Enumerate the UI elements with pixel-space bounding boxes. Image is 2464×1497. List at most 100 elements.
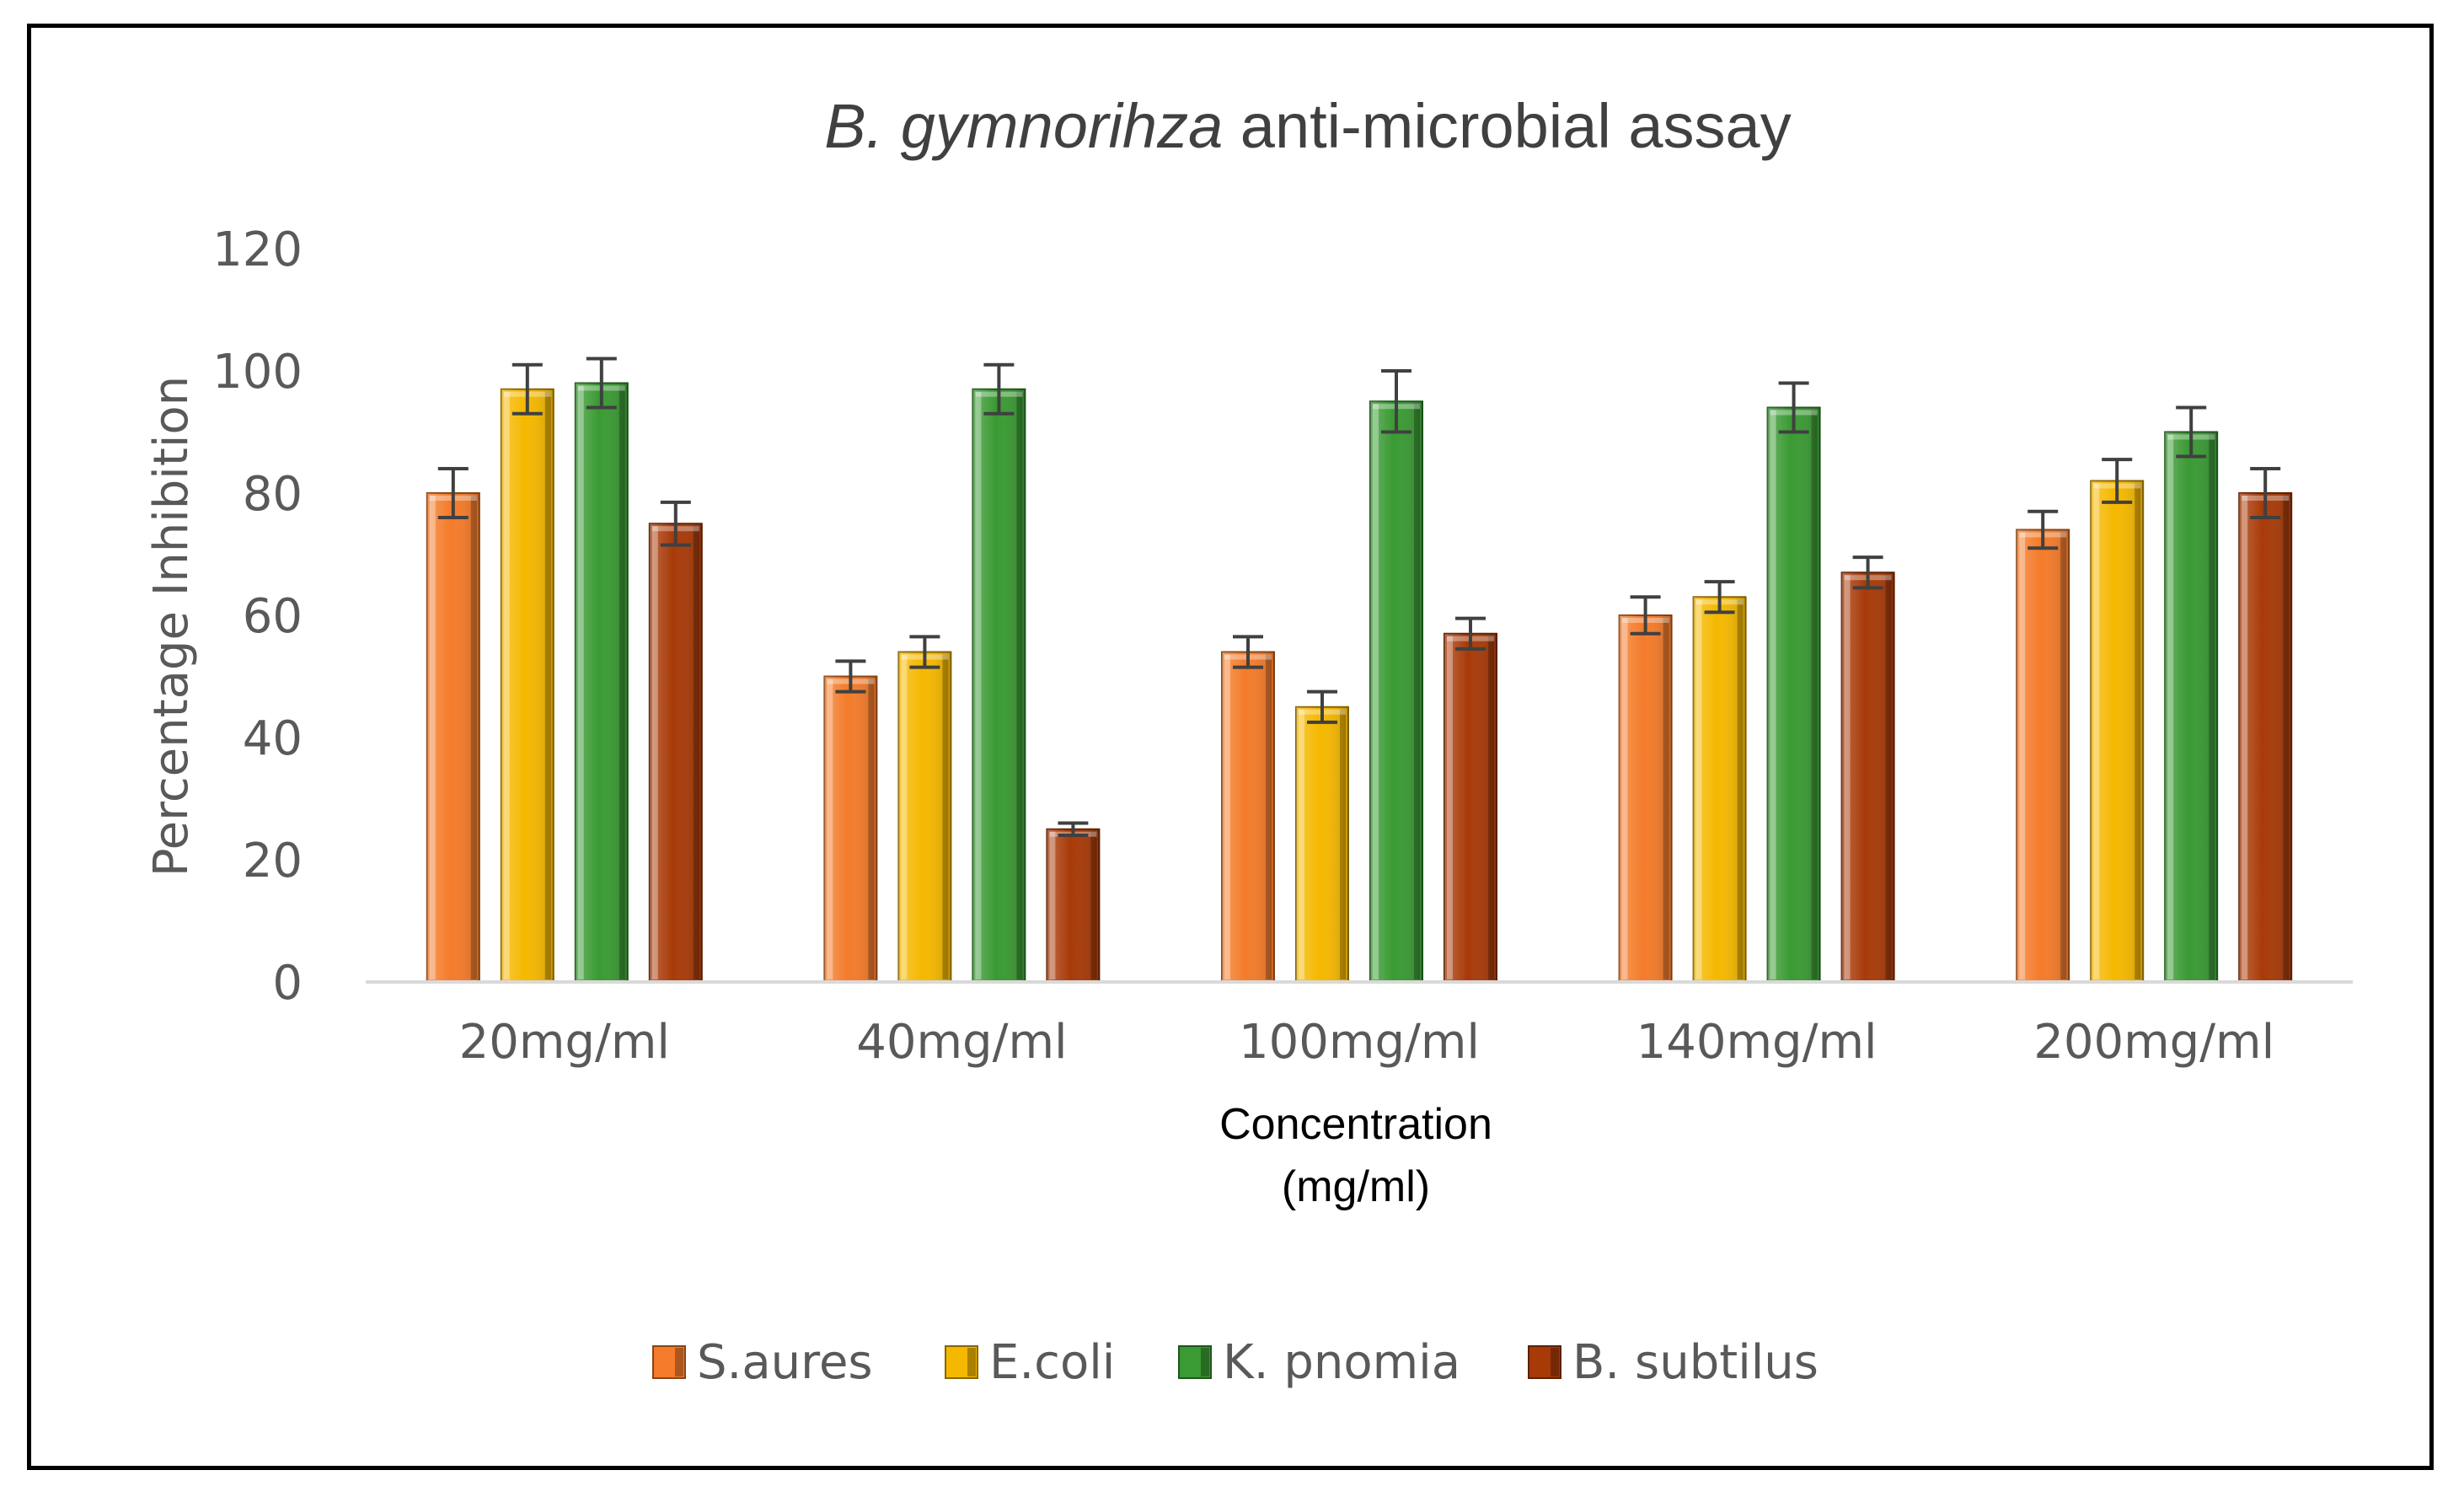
- bar-shade: [2239, 493, 2292, 982]
- bar-saures-100mg-ml: [1221, 651, 1275, 983]
- bar-shade: [972, 389, 1026, 982]
- bar-bsubtilus-100mg-ml: [1444, 632, 1497, 983]
- bar-bevel-right: [470, 496, 477, 979]
- bar-bsubtilus-20mg-ml: [648, 523, 703, 983]
- bar-shade: [2091, 480, 2144, 982]
- legend-label: S.aures: [697, 1335, 873, 1390]
- bar-bevel-left: [975, 391, 982, 979]
- bar-kpnomia-140mg-ml: [1766, 406, 1821, 983]
- bar-bevel-left: [1844, 575, 1851, 979]
- bar-kpnomia-200mg-ml: [2164, 431, 2219, 983]
- y-tick-label: 20: [243, 834, 303, 888]
- y-tick-label: 0: [272, 956, 303, 1011]
- bar-ecoli-100mg-ml: [1295, 706, 1349, 983]
- chart-title: B. gymnorihza anti-microbial assay: [824, 91, 1791, 161]
- y-axis-title: Percentage Inhibition: [144, 376, 199, 877]
- legend-label: B. subtilus: [1572, 1335, 1819, 1390]
- legend-swatch-bevel: [1201, 1348, 1209, 1376]
- bar-bevel-left: [1770, 410, 1776, 979]
- bar-bevel-right: [1885, 575, 1892, 979]
- bar-bevel-right: [2060, 532, 2067, 979]
- bar-shade: [426, 493, 479, 982]
- bar-series-group: [426, 357, 2293, 983]
- x-tick-label: 140mg/ml: [1636, 1015, 1877, 1070]
- error-bar: [2027, 509, 2059, 550]
- bar-shade: [1370, 401, 1422, 982]
- bar-bevel-left: [429, 496, 436, 979]
- bar-bevel-right: [1737, 599, 1744, 979]
- legend-label: K. pnomia: [1223, 1335, 1460, 1390]
- bar-bevel-left: [1695, 599, 1702, 979]
- bar-shade: [1767, 407, 1820, 982]
- bar-bevel-left: [503, 391, 510, 979]
- bar-bevel-right: [868, 679, 875, 979]
- bar-bevel-left: [651, 526, 658, 979]
- bar-saures-200mg-ml: [2016, 529, 2070, 983]
- y-tick-label: 60: [243, 589, 303, 644]
- error-bar: [1455, 616, 1486, 651]
- bar-bevel-left: [2242, 496, 2248, 979]
- bar-saures-40mg-ml: [823, 675, 878, 983]
- bar-shade: [649, 523, 702, 982]
- bar-bsubtilus-140mg-ml: [1840, 571, 1895, 983]
- bar-bevel-left: [1299, 709, 1304, 979]
- chart-frame: B. gymnorihza anti-microbial assay 0 20 40…: [27, 24, 2434, 1470]
- bar-bevel-right: [1090, 831, 1097, 979]
- error-bar: [1233, 635, 1263, 669]
- bar-shade: [1841, 572, 1894, 982]
- x-axis-title-line1: Concentration: [1219, 1100, 1492, 1149]
- bar-ecoli-20mg-ml: [500, 388, 554, 983]
- bar-shade: [2017, 529, 2070, 982]
- bar-shade: [824, 676, 877, 982]
- bar-saures-20mg-ml: [426, 492, 480, 983]
- chart-canvas: B. gymnorihza anti-microbial assay 0 20 40…: [144, 91, 2353, 1390]
- x-axis-ticks: 20mg/ml 40mg/ml 100mg/ml 140mg/ml 200mg/ml: [459, 1015, 2275, 1070]
- bar-shade: [1296, 706, 1348, 982]
- error-bar: [1307, 689, 1337, 724]
- bar-shade: [898, 652, 951, 982]
- legend-swatch-bevel: [967, 1348, 976, 1376]
- error-bar: [983, 362, 1015, 416]
- bar-bevel-left: [1447, 636, 1453, 979]
- error-bar: [1778, 381, 1809, 434]
- bar-bevel-right: [1414, 404, 1420, 979]
- bar-bevel-left: [1049, 831, 1056, 979]
- bar-shade: [1619, 615, 1672, 982]
- error-bar: [660, 500, 691, 547]
- y-tick-label: 120: [212, 223, 303, 277]
- error-bar: [2102, 458, 2133, 504]
- bar-shade: [501, 389, 554, 982]
- error-bar: [1630, 595, 1661, 636]
- legend-item-bsubtilus: B. subtilus: [1528, 1335, 1819, 1390]
- legend-swatch: [945, 1345, 978, 1379]
- legend-swatch-bevel: [675, 1348, 683, 1376]
- bar-saures-140mg-ml: [1618, 614, 1673, 983]
- legend-label: E.coli: [989, 1335, 1115, 1390]
- bar-shade: [1693, 597, 1746, 982]
- chart-title-italic: B. gymnorihza: [824, 91, 1223, 161]
- error-bar: [1704, 580, 1735, 614]
- bar-bevel-right: [544, 391, 551, 979]
- bar-bevel-left: [1621, 618, 1628, 979]
- bar-shade: [1047, 829, 1100, 982]
- legend-item-saures: S.aures: [652, 1335, 873, 1390]
- bar-bevel-right: [619, 385, 625, 979]
- y-axis-ticks: 0 20 40 60 80 100 120: [212, 223, 303, 1011]
- bar-bevel-right: [2135, 483, 2141, 979]
- bar-bevel-left: [577, 385, 584, 979]
- bar-kpnomia-100mg-ml: [1369, 400, 1423, 983]
- legend-swatch: [1178, 1345, 1212, 1379]
- legend: S.aures E.coli K. pnomia B. subtilus: [652, 1335, 1819, 1390]
- bar-ecoli-200mg-ml: [2090, 480, 2145, 983]
- bar-bevel-left: [2167, 434, 2174, 979]
- x-tick-label: 200mg/ml: [2033, 1015, 2274, 1070]
- bar-bevel-right: [2209, 434, 2215, 979]
- bar-shade: [1222, 652, 1274, 982]
- error-bar: [1852, 555, 1883, 590]
- error-bar: [1381, 369, 1411, 434]
- bar-bevel-left: [827, 679, 833, 979]
- bar-bevel-right: [693, 526, 699, 979]
- legend-item-ecoli: E.coli: [945, 1335, 1115, 1390]
- bar-bevel-left: [2093, 483, 2100, 979]
- bar-shade: [1444, 633, 1497, 982]
